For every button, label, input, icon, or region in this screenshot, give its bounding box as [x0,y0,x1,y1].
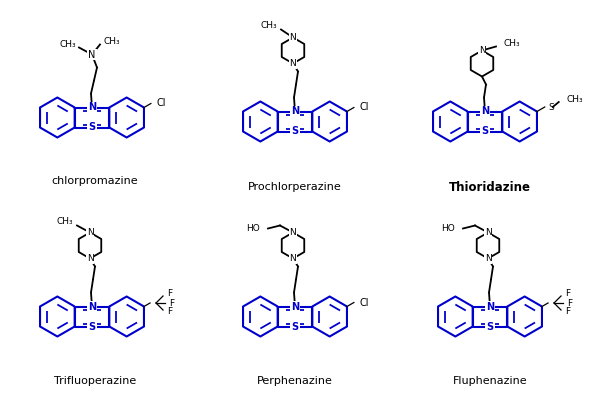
Text: N: N [86,254,94,263]
Text: N: N [481,107,489,117]
Text: N: N [485,254,491,263]
Text: CH₃: CH₃ [504,39,521,48]
Text: Cl: Cl [360,103,370,113]
Text: HO: HO [441,224,455,233]
Text: chlorpromazine: chlorpromazine [52,176,139,187]
Text: Perphenazine: Perphenazine [257,375,333,386]
Text: CH₃: CH₃ [56,217,73,226]
Text: N: N [291,302,299,312]
Text: N: N [290,228,296,237]
Text: F: F [167,289,172,298]
Text: F: F [567,298,572,308]
Text: CH₃: CH₃ [260,21,277,30]
Text: CH₃: CH₃ [567,94,583,103]
Text: Trifluoperazine: Trifluoperazine [54,375,136,386]
Text: HO: HO [246,224,260,233]
Text: F: F [167,308,172,316]
Text: N: N [86,228,94,237]
Text: CH₃: CH₃ [103,37,119,46]
Text: S: S [487,322,494,332]
Text: F: F [169,298,174,308]
Text: N: N [88,49,95,59]
Text: Prochlorperazine: Prochlorperazine [248,183,342,193]
Text: S: S [292,127,299,137]
Text: Cl: Cl [157,98,166,109]
Text: N: N [291,107,299,117]
Text: N: N [88,302,96,312]
Text: N: N [290,254,296,263]
Text: S: S [549,103,554,111]
Text: N: N [290,33,296,42]
Text: F: F [565,308,570,316]
Text: S: S [481,127,488,137]
Text: CH₃: CH₃ [59,40,76,49]
Text: Cl: Cl [360,297,370,308]
Text: Fluphenazine: Fluphenazine [452,375,527,386]
Text: N: N [485,228,491,237]
Text: N: N [88,103,96,113]
Text: N: N [290,59,296,68]
Text: N: N [486,302,494,312]
Text: S: S [292,322,299,332]
Text: S: S [88,123,95,133]
Text: N: N [479,46,485,55]
Text: F: F [565,289,570,298]
Text: S: S [88,322,95,332]
Text: Thioridazine: Thioridazine [449,181,531,194]
